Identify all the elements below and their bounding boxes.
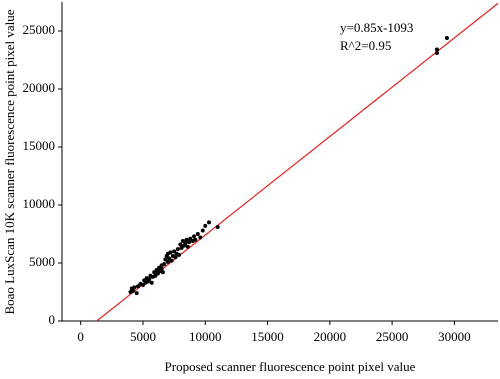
point (175, 247, 180, 252)
point (162, 262, 167, 267)
point (160, 270, 165, 275)
x-tick-label: 5000 (130, 329, 156, 344)
y-tick-label: 15000 (23, 138, 56, 153)
annotation: R^2=0.95 (340, 38, 391, 53)
point (183, 241, 188, 246)
x-tick-label: 30000 (438, 329, 471, 344)
y-tick-label: 25000 (23, 22, 56, 37)
point (444, 35, 449, 40)
point (168, 250, 173, 255)
point (131, 288, 136, 293)
point (132, 285, 137, 290)
point (185, 244, 190, 249)
point (215, 225, 220, 230)
x-tick-label: 0 (77, 329, 84, 344)
point (198, 235, 203, 240)
x-tick-label: 25000 (376, 329, 409, 344)
point (434, 47, 439, 52)
point (169, 258, 174, 263)
fit-line (96, 2, 499, 322)
point (434, 51, 439, 56)
x-axis-title: Proposed scanner fluorescence point pixe… (165, 359, 416, 374)
point (192, 234, 197, 239)
y-tick-label: 10000 (23, 196, 56, 211)
x-tick-label: 15000 (251, 329, 284, 344)
point (203, 223, 208, 228)
point (177, 252, 182, 257)
point (147, 277, 152, 282)
point (200, 228, 205, 233)
y-tick-label: 5000 (29, 254, 55, 269)
x-tick-label: 10000 (189, 329, 222, 344)
point (178, 242, 183, 247)
point (206, 220, 211, 225)
annotation: y=0.85x-1093 (340, 20, 413, 35)
point (149, 280, 154, 285)
y-tick-label: 20000 (23, 80, 56, 95)
point (195, 232, 200, 236)
point (173, 255, 178, 260)
point (193, 237, 198, 242)
x-tick-label: 20000 (314, 329, 347, 344)
point (187, 240, 192, 245)
point (159, 266, 164, 271)
point (134, 291, 139, 296)
point (165, 259, 170, 264)
y-axis-title: Boao LuxScan 10K scanner fluorescence po… (2, 9, 17, 314)
y-tick-label: 0 (49, 312, 56, 327)
